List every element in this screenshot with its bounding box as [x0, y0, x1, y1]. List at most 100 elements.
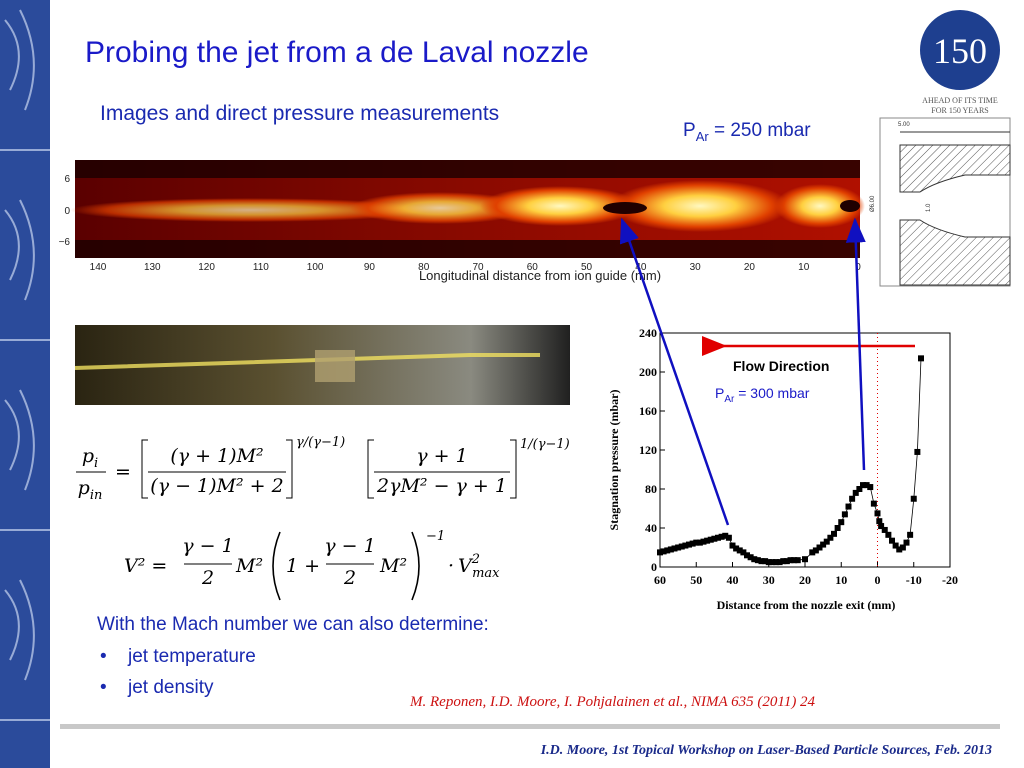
data-point: [744, 552, 750, 559]
data-point: [831, 530, 837, 537]
eq-exponent: γ/(γ−1): [296, 435, 345, 450]
jet-x-tick-label: 120: [198, 262, 215, 273]
jet-x-tick-label: 110: [253, 262, 269, 273]
data-point: [834, 525, 841, 531]
jet-x-tick-label: 30: [690, 262, 702, 273]
x-tick-label: 0: [875, 573, 881, 587]
eq-exponent: −1: [426, 529, 445, 544]
data-point: [910, 495, 917, 502]
data-point: [791, 557, 798, 564]
jet-image: [70, 160, 865, 258]
data-point: [849, 495, 856, 502]
data-point: [874, 510, 881, 517]
data-point: [892, 542, 899, 549]
data-point: [773, 559, 779, 566]
eq-symbol: ·: [448, 555, 454, 577]
footer-rule: [60, 724, 1000, 729]
pressure-label: PAr = 300 mbar: [715, 385, 810, 405]
parenthesis: [272, 531, 420, 601]
data-point: [838, 519, 845, 526]
eq-symbol: p: [82, 445, 94, 467]
eq-text: V² =: [124, 555, 167, 577]
jet-x-tick-label: 80: [418, 262, 430, 273]
data-point: [914, 448, 921, 455]
eq-text: pin: [78, 477, 103, 503]
jet-x-tick-label: 70: [472, 262, 484, 273]
data-point: [725, 534, 732, 541]
data-point: [696, 539, 703, 546]
data-point: [827, 534, 834, 541]
data-point: [689, 540, 696, 547]
data-point: [845, 503, 852, 510]
y-tick-label: 80: [645, 482, 657, 496]
data-point: [660, 548, 667, 555]
pressure-symbol: P: [683, 120, 696, 141]
intro-text: With the Mach number we can also determi…: [97, 614, 489, 635]
y-tick-label: 40: [645, 521, 657, 535]
data-point: [867, 484, 874, 491]
pressure-subscript: Ar: [696, 129, 710, 144]
nozzle-label: 1.0: [926, 203, 932, 212]
data-point: [722, 532, 729, 539]
x-tick-label: 20: [799, 573, 811, 587]
jet-x-tick-label: 60: [527, 262, 539, 273]
data-point: [754, 557, 761, 564]
nozzle-label: 5.00: [898, 122, 910, 128]
data-point: [896, 546, 903, 553]
jet-x-tick-label: 90: [364, 262, 376, 273]
y-axis-label: Stagnation pressure (mbar): [607, 390, 621, 531]
logo-text: FOR 150 YEARS: [931, 106, 989, 115]
data-point: [667, 546, 674, 553]
data-point: [780, 558, 787, 565]
plot-frame: [659, 332, 951, 568]
data-point: [671, 545, 678, 552]
x-tick-label: 40: [727, 573, 739, 587]
jet-xlabel: Longitudinal distance from ion guide (mm…: [419, 268, 661, 283]
eq-text: 1 +: [286, 555, 320, 577]
data-point: [918, 355, 924, 362]
jet-x-tick-label: 20: [744, 262, 756, 273]
data-point: [664, 547, 671, 554]
eq-symbol: V: [458, 555, 474, 577]
photo-part: [315, 350, 355, 382]
eq-superscript: 2: [471, 552, 480, 567]
data-point: [776, 559, 783, 566]
pressure-label: PAr = 250 mbar: [683, 120, 811, 144]
data-point: [715, 534, 721, 541]
eq-text: =: [115, 461, 131, 483]
y-tick-label: 0: [651, 560, 657, 574]
data-point: [758, 558, 765, 565]
data-point: [707, 536, 714, 543]
bullet-text: jet temperature: [127, 646, 256, 667]
pressure-subscript: Ar: [724, 394, 735, 405]
nozzle-drawing: 5.00 Ø6.00 1.0: [870, 117, 1011, 287]
eq-subscript: in: [90, 488, 103, 503]
side-strip: [0, 0, 50, 768]
y-tick-label: 160: [639, 404, 657, 418]
data-point: [711, 535, 718, 542]
x-tick-label: -10: [906, 573, 922, 587]
eq-text: (γ − 1)M² + 2: [150, 475, 283, 497]
jet-x-tick-label: 140: [90, 262, 107, 273]
eq-exponent: 1/(γ−1): [520, 437, 570, 452]
photo-beam: [74, 353, 540, 370]
data-point: [740, 549, 747, 556]
data-point: [856, 486, 863, 492]
data-point: [751, 556, 758, 563]
title: Probing the jet from a de Laval nozzle: [85, 36, 589, 69]
eq-text: 2: [201, 567, 214, 589]
link-arrow: [619, 217, 730, 526]
data-point: [903, 539, 910, 546]
data-point: [841, 511, 848, 518]
citation: M. Reponen, I.D. Moore, I. Pohjalainen e…: [409, 694, 816, 710]
data-point: [876, 518, 883, 525]
eq-text: 2γM² − γ + 1: [376, 475, 507, 497]
data-point: [682, 542, 689, 549]
pressure-chart: Distance from the nozzle exit (mm) Stagn…: [607, 326, 958, 612]
logo-circle: [920, 10, 1000, 90]
data-point: [733, 545, 740, 552]
data-point: [678, 543, 685, 550]
eq-text: M²: [379, 555, 407, 577]
